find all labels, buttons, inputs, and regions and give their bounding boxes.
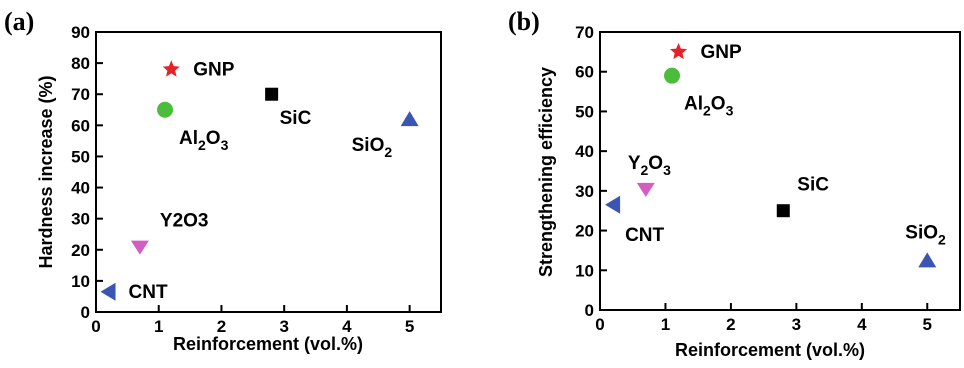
panel-b-y-axis-title: Strengthening efficiency [536, 67, 556, 277]
point-al2o3 [664, 67, 680, 84]
point-cnt [100, 282, 116, 301]
x-tick-label: 0 [91, 317, 100, 336]
panel-b-points [605, 42, 937, 268]
panel-a-x-ticks: 0 1 2 3 4 5 [91, 305, 414, 336]
x-tick-label: 0 [595, 315, 604, 334]
point-al2o3 [157, 101, 173, 118]
x-tick-label: 2 [217, 317, 226, 336]
point-cnt [605, 195, 621, 214]
label-cnt: CNT [129, 282, 168, 303]
panel-b-plot-frame [599, 31, 961, 311]
label-gnp: GNP [193, 59, 235, 80]
point-y2o3 [636, 182, 655, 197]
y-tick-label: 50 [71, 147, 90, 166]
point-sic [776, 204, 790, 218]
point-y2o3 [130, 240, 149, 255]
y-tick-label: 40 [71, 179, 90, 198]
panel-b-point-labels: GNP Al2O3 Y2O3 CNT SiC SiO2 [625, 42, 946, 248]
panel-a-label: (a) [4, 7, 34, 36]
x-tick-label: 5 [923, 315, 932, 334]
label-cnt: CNT [625, 225, 664, 246]
point-sio2 [918, 252, 937, 268]
panel-b: (b) 0 10 20 30 40 50 60 70 0 1 2 3 4 5 GNP Al2O3 Y2O3 C… [508, 7, 961, 360]
label-sic: SiC [280, 108, 312, 129]
y-tick-label: 20 [575, 222, 594, 241]
label-al2o3: Al2O3 [179, 128, 229, 153]
y-tick-label: 70 [71, 85, 90, 104]
x-tick-label: 5 [405, 317, 414, 336]
point-sic [265, 87, 279, 101]
y-tick-label: 0 [585, 301, 594, 320]
y-tick-label: 30 [71, 210, 90, 229]
label-y2o3: Y2O3 [160, 211, 209, 232]
panel-b-y-ticks: 0 10 20 30 40 50 60 70 [575, 23, 607, 320]
panel-b-label: (b) [508, 7, 540, 36]
x-tick-label: 4 [857, 315, 867, 334]
label-sio2: SiO2 [905, 222, 946, 247]
y-tick-label: 30 [575, 182, 594, 201]
panel-a-y-axis-title: Hardness increase (%) [36, 75, 56, 268]
y-tick-label: 40 [575, 142, 594, 161]
x-tick-label: 1 [661, 315, 670, 334]
point-sio2 [400, 111, 419, 127]
label-y2o3: Y2O3 [628, 153, 671, 178]
y-tick-label: 60 [575, 63, 594, 82]
panel-b-x-ticks: 0 1 2 3 4 5 [595, 303, 932, 334]
label-gnp: GNP [701, 42, 743, 63]
x-tick-label: 3 [279, 317, 288, 336]
x-tick-label: 3 [792, 315, 801, 334]
y-tick-label: 50 [575, 102, 594, 121]
panel-a-y-ticks: 0 10 20 30 40 50 60 70 80 90 [71, 23, 103, 322]
panel-a-points [100, 60, 419, 301]
label-sio2: SiO2 [352, 135, 393, 160]
panel-a: (a) 0 10 20 30 40 50 60 70 80 90 0 1 2 3 4 5 GNP Al2O3 S… [4, 7, 442, 354]
x-tick-label: 2 [726, 315, 735, 334]
panel-a-x-axis-title: Reinforcement (vol.%) [173, 334, 363, 354]
y-tick-label: 20 [71, 241, 90, 260]
y-tick-label: 60 [71, 116, 90, 135]
y-tick-label: 10 [575, 261, 594, 280]
y-tick-label: 90 [71, 23, 90, 42]
panel-b-x-axis-title: Reinforcement (vol.%) [675, 340, 865, 360]
label-sic: SiC [797, 175, 829, 196]
y-tick-label: 80 [71, 54, 90, 73]
y-tick-label: 10 [71, 272, 90, 291]
panel-a-plot-frame [95, 31, 442, 313]
y-tick-label: 70 [575, 23, 594, 42]
point-gnp [670, 42, 688, 60]
panel-a-point-labels: GNP Al2O3 SiC SiO2 Y2O3 CNT [129, 59, 393, 302]
label-al2o3: Al2O3 [684, 94, 734, 119]
x-tick-label: 1 [154, 317, 163, 336]
x-tick-label: 4 [342, 317, 352, 336]
y-tick-label: 0 [81, 303, 90, 322]
point-gnp [162, 60, 180, 77]
